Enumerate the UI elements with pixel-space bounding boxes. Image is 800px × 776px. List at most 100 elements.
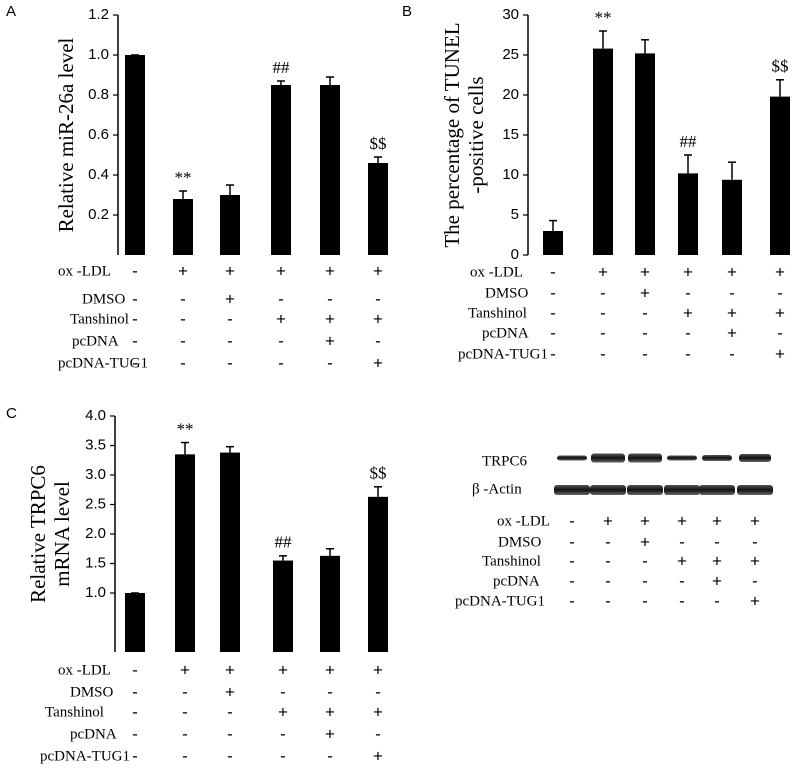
treatment-sign: - (227, 353, 233, 372)
treatment-sign: + (775, 262, 785, 281)
treatment-name: Tanshinol (45, 704, 104, 720)
treatment-sign: + (225, 289, 235, 308)
bar (220, 195, 240, 255)
treatment-sign: - (642, 551, 648, 570)
panel-label: B (402, 3, 412, 20)
annotation: ** (177, 419, 194, 438)
y-tick-label: 3.0 (85, 466, 106, 483)
bar (125, 55, 145, 255)
treatment-sign: - (729, 283, 735, 302)
treatment-sign: + (750, 551, 760, 570)
treatment-name: Tanshinol (482, 553, 541, 569)
treatment-name: Tanshinol (468, 305, 527, 321)
treatment-sign: - (132, 724, 138, 743)
treatment-sign: - (605, 591, 611, 610)
blot-band (590, 485, 626, 495)
treatment-sign: - (642, 591, 648, 610)
treatment-sign: + (750, 511, 760, 530)
bar (368, 163, 388, 255)
treatment-name: ox -LDL (497, 513, 550, 529)
y-tick-label: 3.5 (85, 436, 106, 453)
blot-label: β -Actin (472, 481, 522, 497)
treatment-sign: - (327, 289, 333, 308)
blot-band (557, 455, 587, 461)
blot-band (554, 485, 590, 495)
treatment-sign: + (683, 262, 693, 281)
treatment-sign: - (132, 682, 138, 701)
treatment-sign: - (280, 682, 286, 701)
treatment-sign: - (132, 261, 138, 280)
bar (175, 454, 195, 652)
treatment-sign: + (325, 724, 335, 743)
treatment-sign: - (729, 344, 735, 363)
y-axis-label: Relative miR-26a level (54, 37, 78, 232)
bar (593, 48, 613, 255)
treatment-sign: - (327, 746, 333, 765)
blot-band (699, 485, 735, 495)
treatment-sign: - (685, 323, 691, 342)
treatment-sign: - (714, 591, 720, 610)
annotation: $$ (370, 134, 387, 153)
y-tick-label: 25 (502, 46, 519, 63)
y-axis-label: -positive cells (464, 76, 488, 193)
treatment-sign: - (569, 532, 575, 551)
treatment-sign: + (276, 261, 286, 280)
treatment-sign: - (132, 353, 138, 372)
treatment-sign: - (605, 551, 611, 570)
treatment-sign: - (569, 511, 575, 530)
annotation: $$ (772, 57, 789, 76)
treatment-sign: - (327, 353, 333, 372)
treatment-sign: - (752, 532, 758, 551)
treatment-sign: - (132, 331, 138, 350)
treatment-sign: - (550, 323, 556, 342)
treatment-sign: - (550, 262, 556, 281)
treatment-sign: - (679, 532, 685, 551)
treatment-name: pcDNA (70, 726, 117, 742)
bar (273, 560, 293, 652)
treatment-name: DMSO (82, 291, 126, 307)
blot-band (702, 455, 732, 461)
bar (320, 555, 340, 652)
treatment-sign: + (640, 283, 650, 302)
bar (635, 53, 655, 256)
treatment-sign: - (600, 344, 606, 363)
treatment-sign: + (178, 261, 188, 280)
treatment-sign: + (712, 551, 722, 570)
annotation: ## (275, 533, 293, 552)
y-tick-label: 0.6 (88, 126, 109, 143)
treatment-name: pcDNA-TUG1 (40, 748, 130, 764)
treatment-sign: - (679, 571, 685, 590)
treatment-name: pcDNA-TUG1 (455, 593, 545, 609)
treatment-sign: + (278, 702, 288, 721)
treatment-sign: - (679, 591, 685, 610)
blot-band (591, 453, 625, 463)
y-tick-label: 0 (511, 246, 519, 263)
treatment-sign: + (727, 323, 737, 342)
treatment-sign: - (685, 344, 691, 363)
treatment-sign: + (603, 511, 613, 530)
treatment-sign: - (227, 309, 233, 328)
y-tick-label: 0.8 (88, 86, 109, 103)
treatment-sign: + (325, 331, 335, 350)
treatment-sign: - (180, 331, 186, 350)
y-tick-label: 1.2 (88, 6, 109, 23)
treatment-name: pcDNA-TUG1 (458, 346, 548, 362)
treatment-name: DMSO (70, 684, 114, 700)
treatment-sign: + (325, 660, 335, 679)
treatment-sign: + (775, 303, 785, 322)
y-tick-label: 5 (511, 206, 519, 223)
treatment-sign: + (373, 261, 383, 280)
treatment-sign: - (278, 353, 284, 372)
treatment-sign: + (775, 344, 785, 363)
y-tick-label: 0.2 (88, 206, 109, 223)
treatment-sign: + (640, 511, 650, 530)
treatment-sign: + (727, 262, 737, 281)
treatment-sign: - (227, 746, 233, 765)
treatment-sign: - (375, 331, 381, 350)
treatment-sign: - (180, 353, 186, 372)
treatment-sign: - (550, 283, 556, 302)
treatment-name: ox -LDL (470, 264, 523, 280)
treatment-sign: - (327, 682, 333, 701)
treatment-sign: - (600, 303, 606, 322)
